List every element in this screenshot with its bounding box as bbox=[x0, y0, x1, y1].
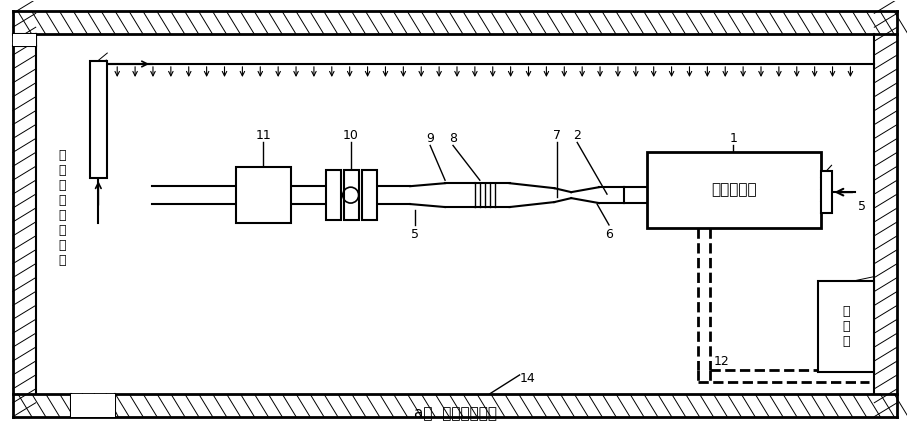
Bar bbox=[817, 281, 875, 372]
Bar bbox=[344, 170, 359, 220]
Bar bbox=[821, 171, 832, 213]
Text: 5: 5 bbox=[858, 199, 866, 213]
Text: 5: 5 bbox=[411, 228, 420, 241]
Bar bbox=[90, 61, 107, 178]
Bar bbox=[13, 34, 35, 46]
Bar bbox=[361, 170, 377, 220]
Text: 2: 2 bbox=[573, 129, 581, 143]
Text: 9: 9 bbox=[426, 132, 434, 146]
Text: 室
外
环
境
模
拟
机
组: 室 外 环 境 模 拟 机 组 bbox=[59, 149, 66, 267]
Bar bbox=[326, 170, 340, 220]
Bar bbox=[647, 152, 821, 228]
Text: 1: 1 bbox=[729, 132, 737, 146]
Bar bbox=[70, 394, 116, 417]
Bar bbox=[35, 34, 875, 394]
Text: 7: 7 bbox=[553, 129, 561, 143]
Text: a）  无热回收功能: a） 无热回收功能 bbox=[413, 407, 497, 422]
Text: 新风除湿机: 新风除湿机 bbox=[711, 183, 756, 198]
Text: 14: 14 bbox=[520, 372, 535, 386]
Text: 8: 8 bbox=[449, 132, 457, 146]
Text: 室
外
机: 室 外 机 bbox=[842, 305, 850, 348]
Bar bbox=[237, 167, 291, 223]
Text: 11: 11 bbox=[256, 129, 271, 143]
Text: 12: 12 bbox=[713, 355, 729, 368]
Text: 10: 10 bbox=[343, 129, 359, 143]
Bar bbox=[91, 62, 106, 177]
Text: 6: 6 bbox=[605, 228, 613, 241]
